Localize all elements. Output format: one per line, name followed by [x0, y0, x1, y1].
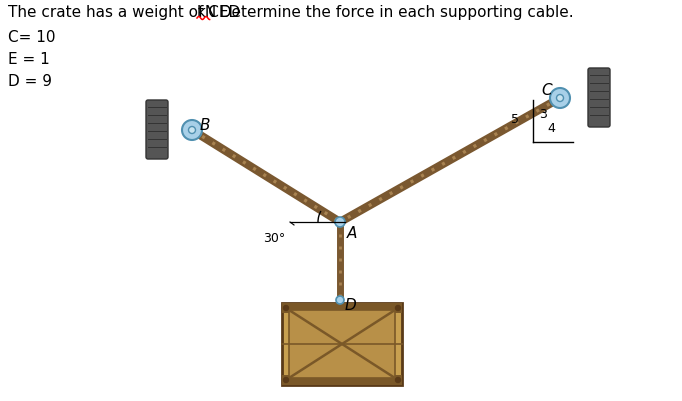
Text: kN: kN [197, 5, 218, 20]
Text: C= 10: C= 10 [8, 30, 55, 45]
Text: B: B [200, 118, 211, 133]
Circle shape [182, 120, 202, 140]
Text: E = 1: E = 1 [8, 52, 50, 67]
Text: 30°: 30° [263, 232, 285, 245]
Circle shape [284, 306, 288, 310]
Text: 5: 5 [511, 113, 519, 126]
Bar [282, 375, 402, 385]
FancyBboxPatch shape [588, 68, 610, 127]
Text: A: A [347, 226, 357, 241]
Circle shape [396, 377, 400, 383]
Text: . Determine the force in each supporting cable.: . Determine the force in each supporting… [209, 5, 574, 20]
Text: The crate has a weight of CED: The crate has a weight of CED [8, 5, 245, 20]
Circle shape [336, 296, 344, 304]
Circle shape [188, 126, 196, 134]
Circle shape [557, 95, 563, 101]
Text: D: D [345, 298, 357, 313]
Text: D = 9: D = 9 [8, 74, 52, 89]
Text: C: C [542, 83, 552, 98]
Bar [282, 303, 402, 385]
FancyBboxPatch shape [146, 100, 168, 159]
Circle shape [550, 88, 570, 108]
Circle shape [396, 306, 400, 310]
Bar [282, 303, 402, 313]
Text: 4: 4 [547, 122, 555, 135]
Bar [289, 310, 395, 378]
Circle shape [335, 217, 345, 227]
Text: 3: 3 [539, 108, 547, 121]
Circle shape [284, 377, 288, 383]
